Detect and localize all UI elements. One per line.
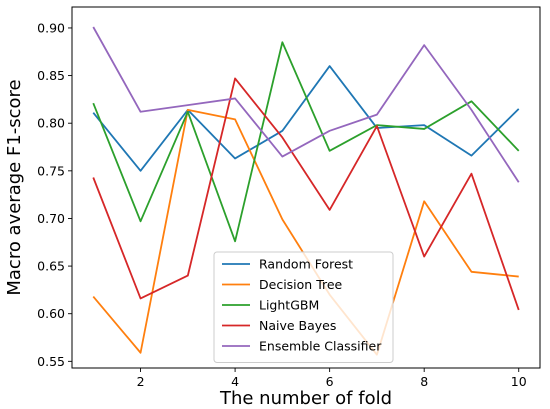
x-axis-label: The number of fold xyxy=(219,388,392,409)
x-tick-label: 2 xyxy=(137,374,145,389)
plot-frame xyxy=(71,6,541,369)
x-tick-label: 4 xyxy=(231,374,239,389)
series-layer xyxy=(92,26,520,356)
y-tick-label: 0.75 xyxy=(37,163,65,178)
x-tick-label: 6 xyxy=(326,374,334,389)
series-line-ensemble-classifier xyxy=(92,26,520,183)
y-tick-label: 0.90 xyxy=(37,20,65,35)
legend: Random Forest Decision Tree LightGBM Naive … xyxy=(213,251,394,363)
legend-label: LightGBM xyxy=(259,298,319,313)
y-tick-label: 0.85 xyxy=(37,68,65,83)
series-line-naive-bayes xyxy=(92,77,520,311)
legend-box xyxy=(213,251,394,363)
legend-label: Decision Tree xyxy=(259,277,343,292)
plot-area xyxy=(71,6,541,369)
series-line-lightgbm xyxy=(92,41,520,243)
y-tick-label: 0.70 xyxy=(37,211,65,226)
y-tick-label: 0.60 xyxy=(37,306,65,321)
x-tick-label: 10 xyxy=(511,374,527,389)
y-axis: 0.55 0.60 0.65 0.70 0.75 0.80 0.85 0.90 xyxy=(37,20,72,369)
series-line-random-forest xyxy=(92,65,520,172)
legend-label: Naive Bayes xyxy=(259,318,336,333)
legend-label: Ensemble Classifier xyxy=(259,339,382,354)
y-axis-label: Macro average F1-score xyxy=(4,79,25,295)
y-tick-label: 0.55 xyxy=(37,354,65,369)
legend-label: Random Forest xyxy=(259,257,353,272)
y-tick-label: 0.65 xyxy=(37,259,65,274)
x-axis: 2 4 6 8 10 xyxy=(137,368,527,389)
y-tick-label: 0.80 xyxy=(37,116,65,131)
x-tick-label: 8 xyxy=(420,374,428,389)
